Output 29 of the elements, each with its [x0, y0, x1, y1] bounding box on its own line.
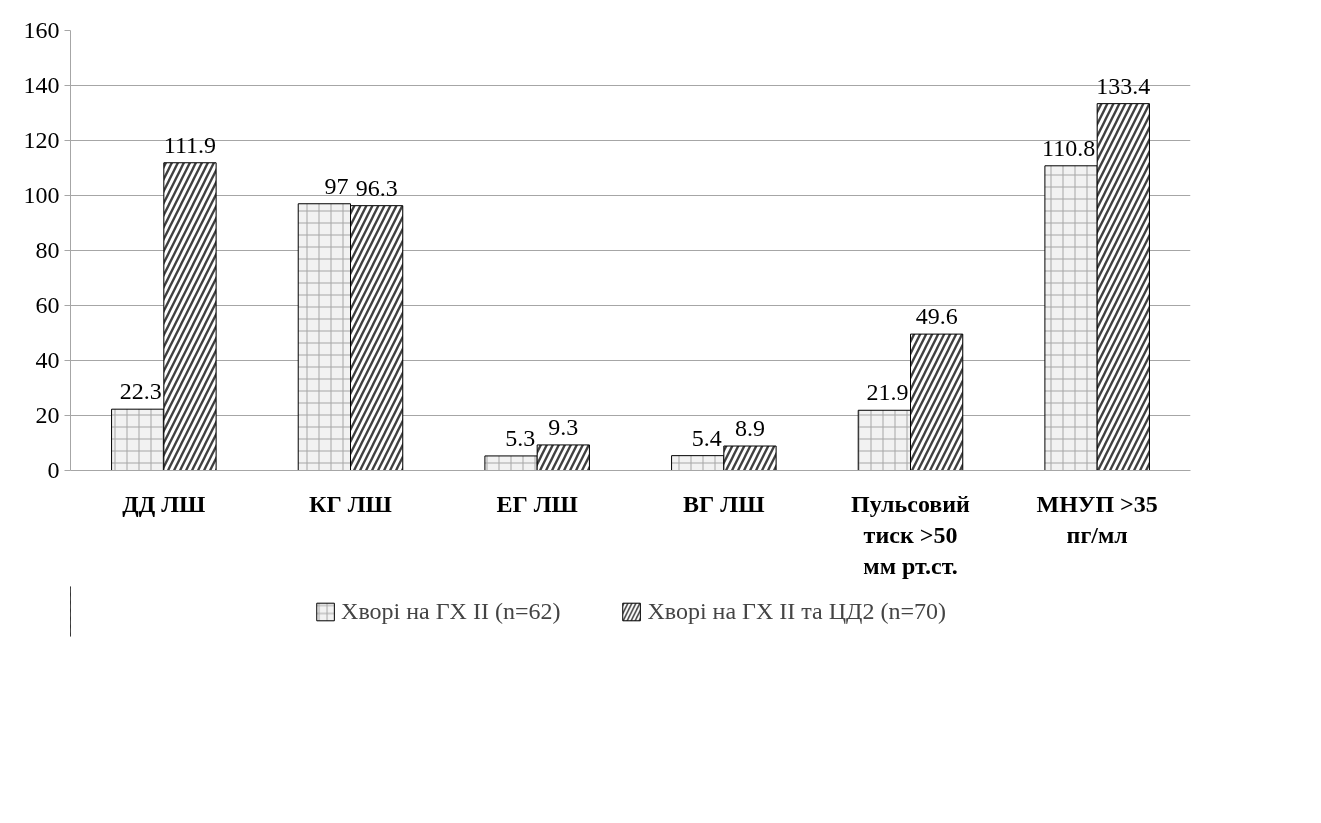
x-tick-label: ВГ ЛШ [683, 490, 765, 517]
data-label: 8.9 [734, 415, 765, 442]
data-label: 9.3 [548, 413, 579, 440]
y-tick-label: 120 [23, 127, 60, 153]
y-tick-label: 20 [35, 402, 60, 428]
x-tick-label: МНУП >35 пг/мл [1036, 490, 1158, 548]
x-tick-label: ДД ЛШ [122, 490, 206, 517]
data-label: 5.3 [505, 424, 536, 451]
data-label: 97 [324, 172, 349, 199]
y-tick-label: 160 [23, 17, 60, 43]
y-tick-label: 0 [47, 457, 60, 483]
data-label: 96.3 [355, 174, 398, 201]
data-label: 111.9 [163, 131, 217, 158]
y-tick-label: 40 [35, 347, 60, 373]
x-tick-label: КГ ЛШ [309, 490, 392, 517]
y-tick-label: 80 [35, 237, 60, 263]
legend-label: Хворі на ГХ ІІ та ЦД2 (n=70) [647, 597, 946, 625]
legend-label: Хворі на ГХ ІІ (n=62) [341, 597, 561, 625]
data-label: 22.3 [119, 378, 162, 405]
data-label: 21.9 [866, 379, 909, 406]
y-tick-label: 140 [23, 72, 60, 98]
y-tick-label: 60 [35, 292, 60, 318]
x-tick-label: ЕГ ЛШ [496, 490, 578, 517]
x-tick-label: Пульсовий тиск >50 мм рт.ст. [851, 490, 971, 579]
data-label: 5.4 [691, 424, 722, 451]
data-label: 133.4 [1096, 72, 1151, 99]
y-tick-label: 100 [23, 182, 60, 208]
data-label: 49.6 [915, 303, 958, 330]
data-label: 110.8 [1042, 134, 1096, 161]
